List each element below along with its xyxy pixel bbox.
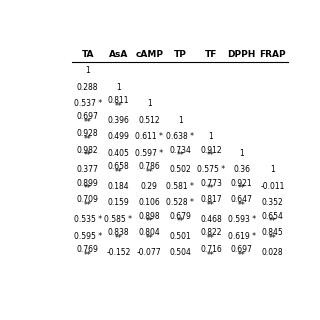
Text: 0.611 *: 0.611 * <box>135 132 163 141</box>
Text: **: ** <box>84 135 92 144</box>
Text: 0.804: 0.804 <box>139 228 160 237</box>
Text: 0.502: 0.502 <box>169 165 191 174</box>
Text: 0.716: 0.716 <box>200 245 222 254</box>
Text: **: ** <box>207 184 215 193</box>
Text: **: ** <box>238 184 246 193</box>
Text: 0.501: 0.501 <box>169 232 191 241</box>
Text: 0.638 *: 0.638 * <box>166 132 194 141</box>
Text: 0.405: 0.405 <box>108 149 129 158</box>
Text: AsA: AsA <box>109 50 128 59</box>
Text: 0.512: 0.512 <box>139 116 160 125</box>
Text: FRAP: FRAP <box>259 50 286 59</box>
Text: 0.769: 0.769 <box>77 245 99 254</box>
Text: 0.817: 0.817 <box>200 195 222 204</box>
Text: 0.593 *: 0.593 * <box>228 215 256 224</box>
Text: TP: TP <box>174 50 187 59</box>
Text: 0.654: 0.654 <box>262 212 284 221</box>
Text: 0.697: 0.697 <box>231 245 253 254</box>
Text: 0.709: 0.709 <box>77 195 99 204</box>
Text: 0.585 *: 0.585 * <box>104 215 132 224</box>
Text: -0.011: -0.011 <box>260 182 285 191</box>
Text: 0.528 *: 0.528 * <box>166 198 194 207</box>
Text: **: ** <box>145 234 153 243</box>
Text: 0.912: 0.912 <box>200 146 222 155</box>
Text: 0.658: 0.658 <box>108 162 129 171</box>
Text: 0.468: 0.468 <box>200 215 222 224</box>
Text: TA: TA <box>81 50 94 59</box>
Text: cAMP: cAMP <box>135 50 163 59</box>
Text: 0.898: 0.898 <box>139 212 160 221</box>
Text: 0.982: 0.982 <box>77 146 99 155</box>
Text: 0.845: 0.845 <box>262 228 284 237</box>
Text: 0.106: 0.106 <box>139 198 160 207</box>
Text: 0.647: 0.647 <box>231 195 253 204</box>
Text: **: ** <box>176 218 184 227</box>
Text: **: ** <box>176 151 184 160</box>
Text: **: ** <box>207 201 215 210</box>
Text: **: ** <box>84 118 92 127</box>
Text: 0.535 *: 0.535 * <box>74 215 102 224</box>
Text: **: ** <box>207 251 215 260</box>
Text: 0.697: 0.697 <box>77 112 99 121</box>
Text: 1: 1 <box>116 83 121 92</box>
Text: 0.822: 0.822 <box>200 228 222 237</box>
Text: 0.159: 0.159 <box>108 198 129 207</box>
Text: **: ** <box>207 234 215 243</box>
Text: 0.352: 0.352 <box>262 198 284 207</box>
Text: 0.619 *: 0.619 * <box>228 232 256 241</box>
Text: 0.838: 0.838 <box>108 228 129 237</box>
Text: 0.679: 0.679 <box>169 212 191 221</box>
Text: 0.377: 0.377 <box>77 165 99 174</box>
Text: 0.504: 0.504 <box>169 248 191 257</box>
Text: 1: 1 <box>209 132 213 141</box>
Text: 1: 1 <box>85 66 90 75</box>
Text: **: ** <box>238 251 246 260</box>
Text: -0.152: -0.152 <box>106 248 131 257</box>
Text: 0.575 *: 0.575 * <box>197 165 225 174</box>
Text: **: ** <box>84 151 92 160</box>
Text: 1: 1 <box>147 99 152 108</box>
Text: 0.811: 0.811 <box>108 96 129 105</box>
Text: 1: 1 <box>270 165 275 174</box>
Text: 0.499: 0.499 <box>108 132 129 141</box>
Text: 0.595 *: 0.595 * <box>74 232 102 241</box>
Text: **: ** <box>115 168 122 177</box>
Text: 0.028: 0.028 <box>262 248 284 257</box>
Text: **: ** <box>84 201 92 210</box>
Text: 0.786: 0.786 <box>139 162 160 171</box>
Text: **: ** <box>115 234 122 243</box>
Text: 0.537 *: 0.537 * <box>74 99 102 108</box>
Text: 1: 1 <box>239 149 244 158</box>
Text: 0.773: 0.773 <box>200 179 222 188</box>
Text: **: ** <box>84 184 92 193</box>
Text: **: ** <box>269 218 276 227</box>
Text: 0.184: 0.184 <box>108 182 129 191</box>
Text: 0.597 *: 0.597 * <box>135 149 163 158</box>
Text: **: ** <box>269 234 276 243</box>
Text: DPPH: DPPH <box>228 50 256 59</box>
Text: 0.36: 0.36 <box>233 165 250 174</box>
Text: **: ** <box>207 151 215 160</box>
Text: TF: TF <box>205 50 217 59</box>
Text: **: ** <box>145 218 153 227</box>
Text: 0.29: 0.29 <box>141 182 158 191</box>
Text: **: ** <box>238 201 246 210</box>
Text: 0.921: 0.921 <box>231 179 252 188</box>
Text: 0.899: 0.899 <box>77 179 99 188</box>
Text: **: ** <box>145 168 153 177</box>
Text: 0.928: 0.928 <box>77 129 99 138</box>
Text: -0.077: -0.077 <box>137 248 162 257</box>
Text: **: ** <box>84 251 92 260</box>
Text: **: ** <box>115 102 122 111</box>
Text: 1: 1 <box>178 116 182 125</box>
Text: 0.396: 0.396 <box>108 116 129 125</box>
Text: 0.581 *: 0.581 * <box>166 182 194 191</box>
Text: 0.734: 0.734 <box>169 146 191 155</box>
Text: 0.288: 0.288 <box>77 83 99 92</box>
